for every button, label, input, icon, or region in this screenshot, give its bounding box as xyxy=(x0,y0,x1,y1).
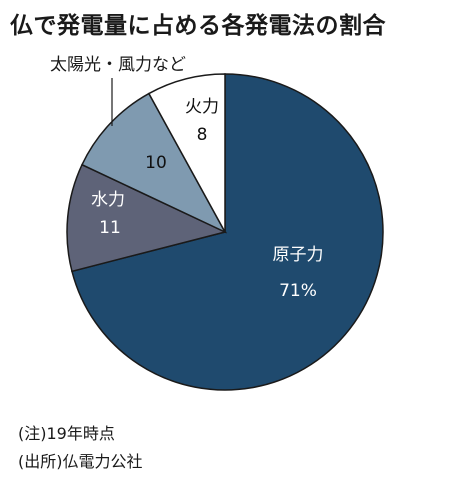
slice-value-1: 11 xyxy=(99,218,121,238)
pie-slice-2 xyxy=(81,92,227,234)
pie-slice-0 xyxy=(71,73,384,391)
slice-value-0: 71% xyxy=(279,281,317,301)
pie-slice-1 xyxy=(66,163,228,273)
slice-value-2: 10 xyxy=(145,153,167,173)
chart-source: (出所)仏電力公社 xyxy=(18,452,143,471)
slice-label-3: 火力 xyxy=(185,97,219,117)
slice-label-2: 太陽光・風力など xyxy=(50,55,186,75)
pie-slice-3 xyxy=(147,73,226,233)
slice-label-0: 原子力 xyxy=(273,245,324,265)
slice-label-1: 水力 xyxy=(91,190,125,210)
slice-value-3: 8 xyxy=(197,125,208,145)
chart-note: (注)19年時点 xyxy=(18,424,115,443)
chart-title: 仏で発電量に占める各発電法の割合 xyxy=(10,13,386,39)
